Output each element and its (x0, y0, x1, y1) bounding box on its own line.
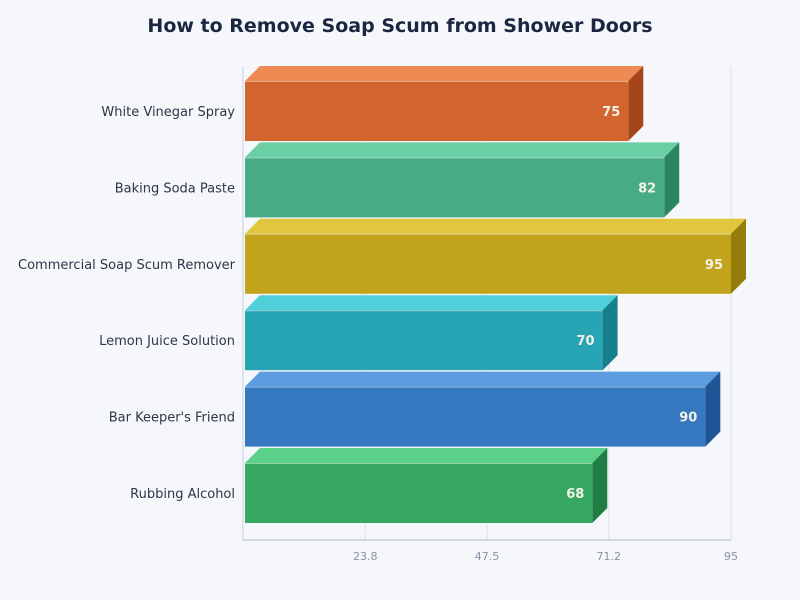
category-label: Lemon Juice Solution (99, 334, 235, 349)
bar-top-face (245, 371, 721, 387)
bar-side-face (628, 66, 644, 141)
x-tick-label: 47.5 (475, 550, 500, 563)
bar-side-face (602, 295, 618, 371)
category-label: Baking Soda Paste (115, 181, 235, 196)
bar (245, 233, 731, 294)
bar-value-label: 82 (638, 181, 656, 196)
bar (245, 310, 603, 371)
bar-value-label: 90 (679, 411, 697, 426)
category-label: Rubbing Alcohol (130, 487, 235, 502)
bar-value-label: 68 (566, 487, 584, 502)
x-tick-label: 23.8 (353, 550, 378, 563)
bar-top-face (245, 66, 644, 81)
bar (245, 463, 593, 523)
bar (245, 157, 665, 218)
category-label: White Vinegar Spray (101, 105, 235, 120)
bar-side-face (592, 448, 608, 523)
bar-top-face (245, 448, 608, 463)
chart-title: How to Remove Soap Scum from Shower Door… (147, 15, 653, 37)
bar-side-face (731, 218, 746, 294)
category-label: Commercial Soap Scum Remover (18, 258, 236, 273)
bar (245, 386, 706, 447)
bar (245, 81, 629, 141)
bar-side-face (705, 371, 721, 447)
bar-side-face (664, 142, 680, 218)
bar-value-label: 75 (602, 105, 620, 120)
bar-value-label: 70 (576, 334, 594, 349)
bar-top-face (245, 295, 618, 311)
category-label: Bar Keeper's Friend (109, 411, 235, 426)
x-tick-label: 71.2 (596, 550, 621, 563)
x-tick-label: 95 (724, 550, 738, 563)
bar-top-face (245, 218, 746, 234)
bar-value-label: 95 (705, 258, 723, 273)
bar-top-face (245, 142, 680, 158)
